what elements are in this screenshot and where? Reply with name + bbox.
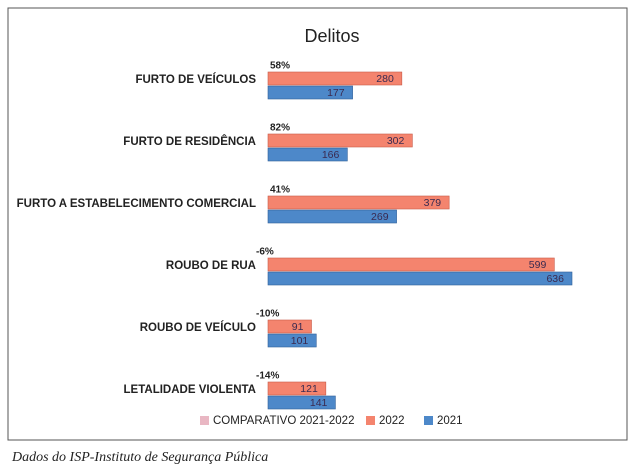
percent-label: 41% <box>270 185 290 196</box>
value-label: 101 <box>291 335 309 347</box>
value-label: 599 <box>529 259 547 271</box>
category-label: LETALIDADE VIOLENTA <box>124 384 256 396</box>
legend-label: COMPARATIVO 2021-2022 <box>213 415 354 427</box>
percent-label: 82% <box>270 123 290 134</box>
value-label: 280 <box>376 73 394 85</box>
value-label: 302 <box>387 135 405 147</box>
bar <box>267 147 348 162</box>
value-label: 166 <box>322 149 340 161</box>
legend-swatch <box>366 416 375 425</box>
legend-swatch <box>200 416 209 425</box>
legend-label: 2022 <box>379 415 405 427</box>
value-label: 121 <box>300 383 318 395</box>
category-label: FURTO A ESTABELECIMENTO COMERCIAL <box>17 198 256 210</box>
bar <box>267 71 403 86</box>
bar <box>267 395 336 410</box>
chart-title: Delitos <box>304 26 359 46</box>
value-label: 636 <box>546 273 564 285</box>
bar <box>267 133 413 148</box>
category-label: FURTO DE RESIDÊNCIA <box>123 135 256 148</box>
legend-swatch <box>424 416 433 425</box>
percent-label: -14% <box>256 371 279 382</box>
bar <box>267 257 555 272</box>
value-label: 141 <box>310 397 328 409</box>
category-label: FURTO DE VEÍCULOS <box>135 73 256 86</box>
percent-label: -10% <box>256 309 279 320</box>
value-label: 269 <box>371 211 389 223</box>
percent-label: -6% <box>256 247 274 258</box>
percent-label: 58% <box>270 61 290 72</box>
bar <box>267 381 327 396</box>
category-label: ROUBO DE VEÍCULO <box>140 321 256 334</box>
bar <box>267 85 353 100</box>
bar <box>267 209 397 224</box>
category-label: ROUBO DE RUA <box>166 260 256 272</box>
bar <box>267 319 312 334</box>
bar <box>267 271 573 286</box>
bar <box>267 333 317 348</box>
source: Dados do ISP-Instituto de Segurança Públ… <box>11 450 268 465</box>
legend-label: 2021 <box>437 415 463 427</box>
bar <box>267 195 450 210</box>
value-label: 379 <box>424 197 442 209</box>
value-label: 177 <box>327 87 345 99</box>
value-label: 91 <box>292 321 304 333</box>
